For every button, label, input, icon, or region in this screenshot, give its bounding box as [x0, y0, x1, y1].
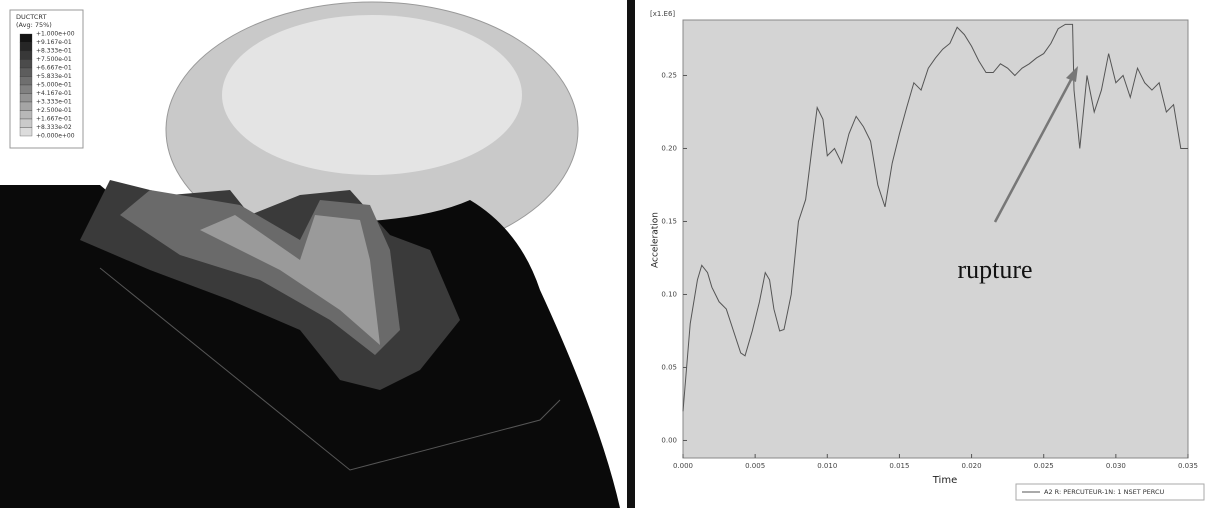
contour-swatch — [20, 60, 32, 69]
contour-level-label: +1.000e+00 — [36, 31, 75, 38]
x-axis-label: Time — [932, 475, 957, 486]
screenshot: DUCTCRT (Avg: 75%) +1.000e+00+9.167e-01+… — [0, 0, 1208, 508]
x-tick-label: 0.000 — [673, 462, 693, 470]
contour-swatch — [20, 85, 32, 94]
contour-level-label: +0.000e+00 — [36, 133, 75, 140]
x-tick-label: 0.030 — [1106, 462, 1126, 470]
x-tick-label: 0.025 — [1034, 462, 1054, 470]
x-tick-label: 0.015 — [889, 462, 909, 470]
contour-legend-subtitle: (Avg: 75%) — [16, 21, 52, 29]
contour-swatch — [20, 119, 32, 128]
contour-swatch — [20, 34, 32, 43]
contour-legend-title: DUCTCRT — [16, 13, 46, 21]
x-tick-label: 0.035 — [1178, 462, 1198, 470]
x-tick-label: 0.005 — [745, 462, 765, 470]
simulation-view: DUCTCRT (Avg: 75%) +1.000e+00+9.167e-01+… — [0, 0, 626, 508]
y-tick-label: 0.20 — [661, 144, 677, 152]
contour-swatch — [20, 102, 32, 111]
contour-level-label: +1.667e-01 — [36, 116, 72, 123]
chart: [x1.E6] Time Acceleration rupture 0.00 0.… — [650, 10, 1204, 500]
contour-level-label: +5.833e-01 — [36, 73, 72, 80]
contour-swatch — [20, 111, 32, 120]
contour-level-label: +4.167e-01 — [36, 90, 72, 97]
plot-area — [683, 20, 1188, 458]
y-tick-label: 0.05 — [661, 363, 677, 371]
y-tick-label: 0.15 — [661, 217, 677, 225]
contour-level-label: +2.500e-01 — [36, 107, 72, 114]
contour-level-label: +8.333e-02 — [36, 124, 72, 131]
sphere-highlight — [222, 15, 522, 175]
contour-level-label: +9.167e-01 — [36, 39, 72, 46]
y-tick-label: 0.00 — [661, 436, 677, 444]
contour-level-label: +6.667e-01 — [36, 65, 72, 72]
x-tick-label: 0.020 — [962, 462, 982, 470]
y-tick-label: 0.10 — [661, 290, 677, 298]
contour-swatch — [20, 77, 32, 86]
contour-level-label: +7.500e-01 — [36, 56, 72, 63]
contour-swatch — [20, 128, 32, 137]
contour-swatch — [20, 51, 32, 60]
contour-swatch — [20, 94, 32, 103]
divider — [627, 0, 635, 508]
y-tick-label: 0.25 — [661, 71, 677, 79]
contour-level-label: +5.000e-01 — [36, 82, 72, 89]
contour-legend: +1.000e+00+9.167e-01 +8.333e-01+7.500e-01… — [20, 31, 75, 140]
contour-swatch — [20, 68, 32, 77]
contour-swatch — [20, 43, 32, 52]
y-axis-label: Acceleration — [651, 212, 661, 268]
y-multiplier: [x1.E6] — [650, 10, 675, 18]
legend-label: A2 R: PERCUTEUR-1N: 1 NSET PERCU — [1044, 488, 1165, 496]
contour-level-label: +3.333e-01 — [36, 99, 72, 106]
x-tick-label: 0.010 — [817, 462, 837, 470]
annotation: rupture — [957, 255, 1032, 284]
contour-level-label: +8.333e-01 — [36, 48, 72, 55]
